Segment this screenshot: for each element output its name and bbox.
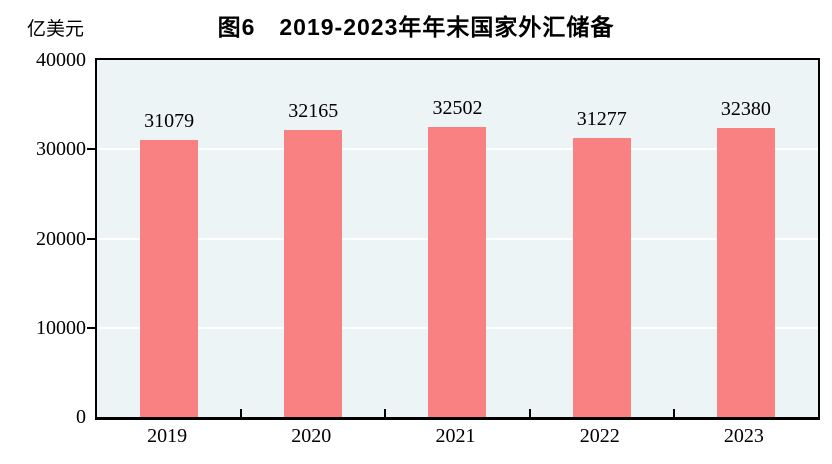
plot-area: 31079 32165 32502 31277 32380 — [95, 58, 820, 420]
x-axis-tick — [240, 409, 243, 417]
bar-group-2019: 31079 — [97, 60, 241, 417]
bar-value-label-2019: 31079 — [144, 109, 195, 132]
x-category-label-2022: 2022 — [579, 425, 620, 447]
bar-group-2023: 32380 — [674, 60, 818, 417]
bar-value-label-2020: 32165 — [288, 99, 339, 122]
bar-value-label-2022: 31277 — [576, 107, 627, 130]
x-axis-tick — [384, 409, 387, 417]
y-tick-label-20000: 20000 — [36, 227, 86, 250]
y-axis-tick — [87, 148, 95, 151]
chart-title: 图6 2019-2023年年末国家外汇储备 — [217, 14, 615, 40]
x-axis-tick — [672, 409, 675, 417]
bar-group-2021: 32502 — [385, 60, 529, 417]
bar-2019 — [140, 139, 199, 417]
y-tick-label-0: 0 — [76, 406, 86, 428]
plot-inner: 31079 32165 32502 31277 32380 — [97, 60, 818, 417]
bar-2021 — [428, 126, 487, 417]
bar-value-label-2021: 32502 — [432, 96, 483, 119]
y-axis-tick — [87, 326, 95, 329]
x-category-label-2020: 2020 — [291, 425, 332, 447]
x-axis-tick — [528, 409, 531, 417]
bar-group-2020: 32165 — [241, 60, 385, 417]
bar-value-label-2023: 32380 — [720, 98, 771, 121]
y-axis-unit-label: 亿美元 — [27, 19, 85, 40]
y-axis-tick — [87, 237, 95, 240]
bar-2020 — [284, 129, 343, 417]
x-category-label-2019: 2019 — [147, 425, 188, 447]
bar-2022 — [572, 137, 631, 417]
y-tick-label-30000: 30000 — [36, 138, 86, 161]
bar-group-2022: 31277 — [530, 60, 674, 417]
x-category-label-2023: 2023 — [723, 425, 764, 447]
x-category-label-2021: 2021 — [435, 425, 476, 447]
y-tick-label-10000: 10000 — [36, 316, 86, 339]
bar-2023 — [716, 128, 775, 417]
y-tick-label-40000: 40000 — [36, 49, 86, 71]
